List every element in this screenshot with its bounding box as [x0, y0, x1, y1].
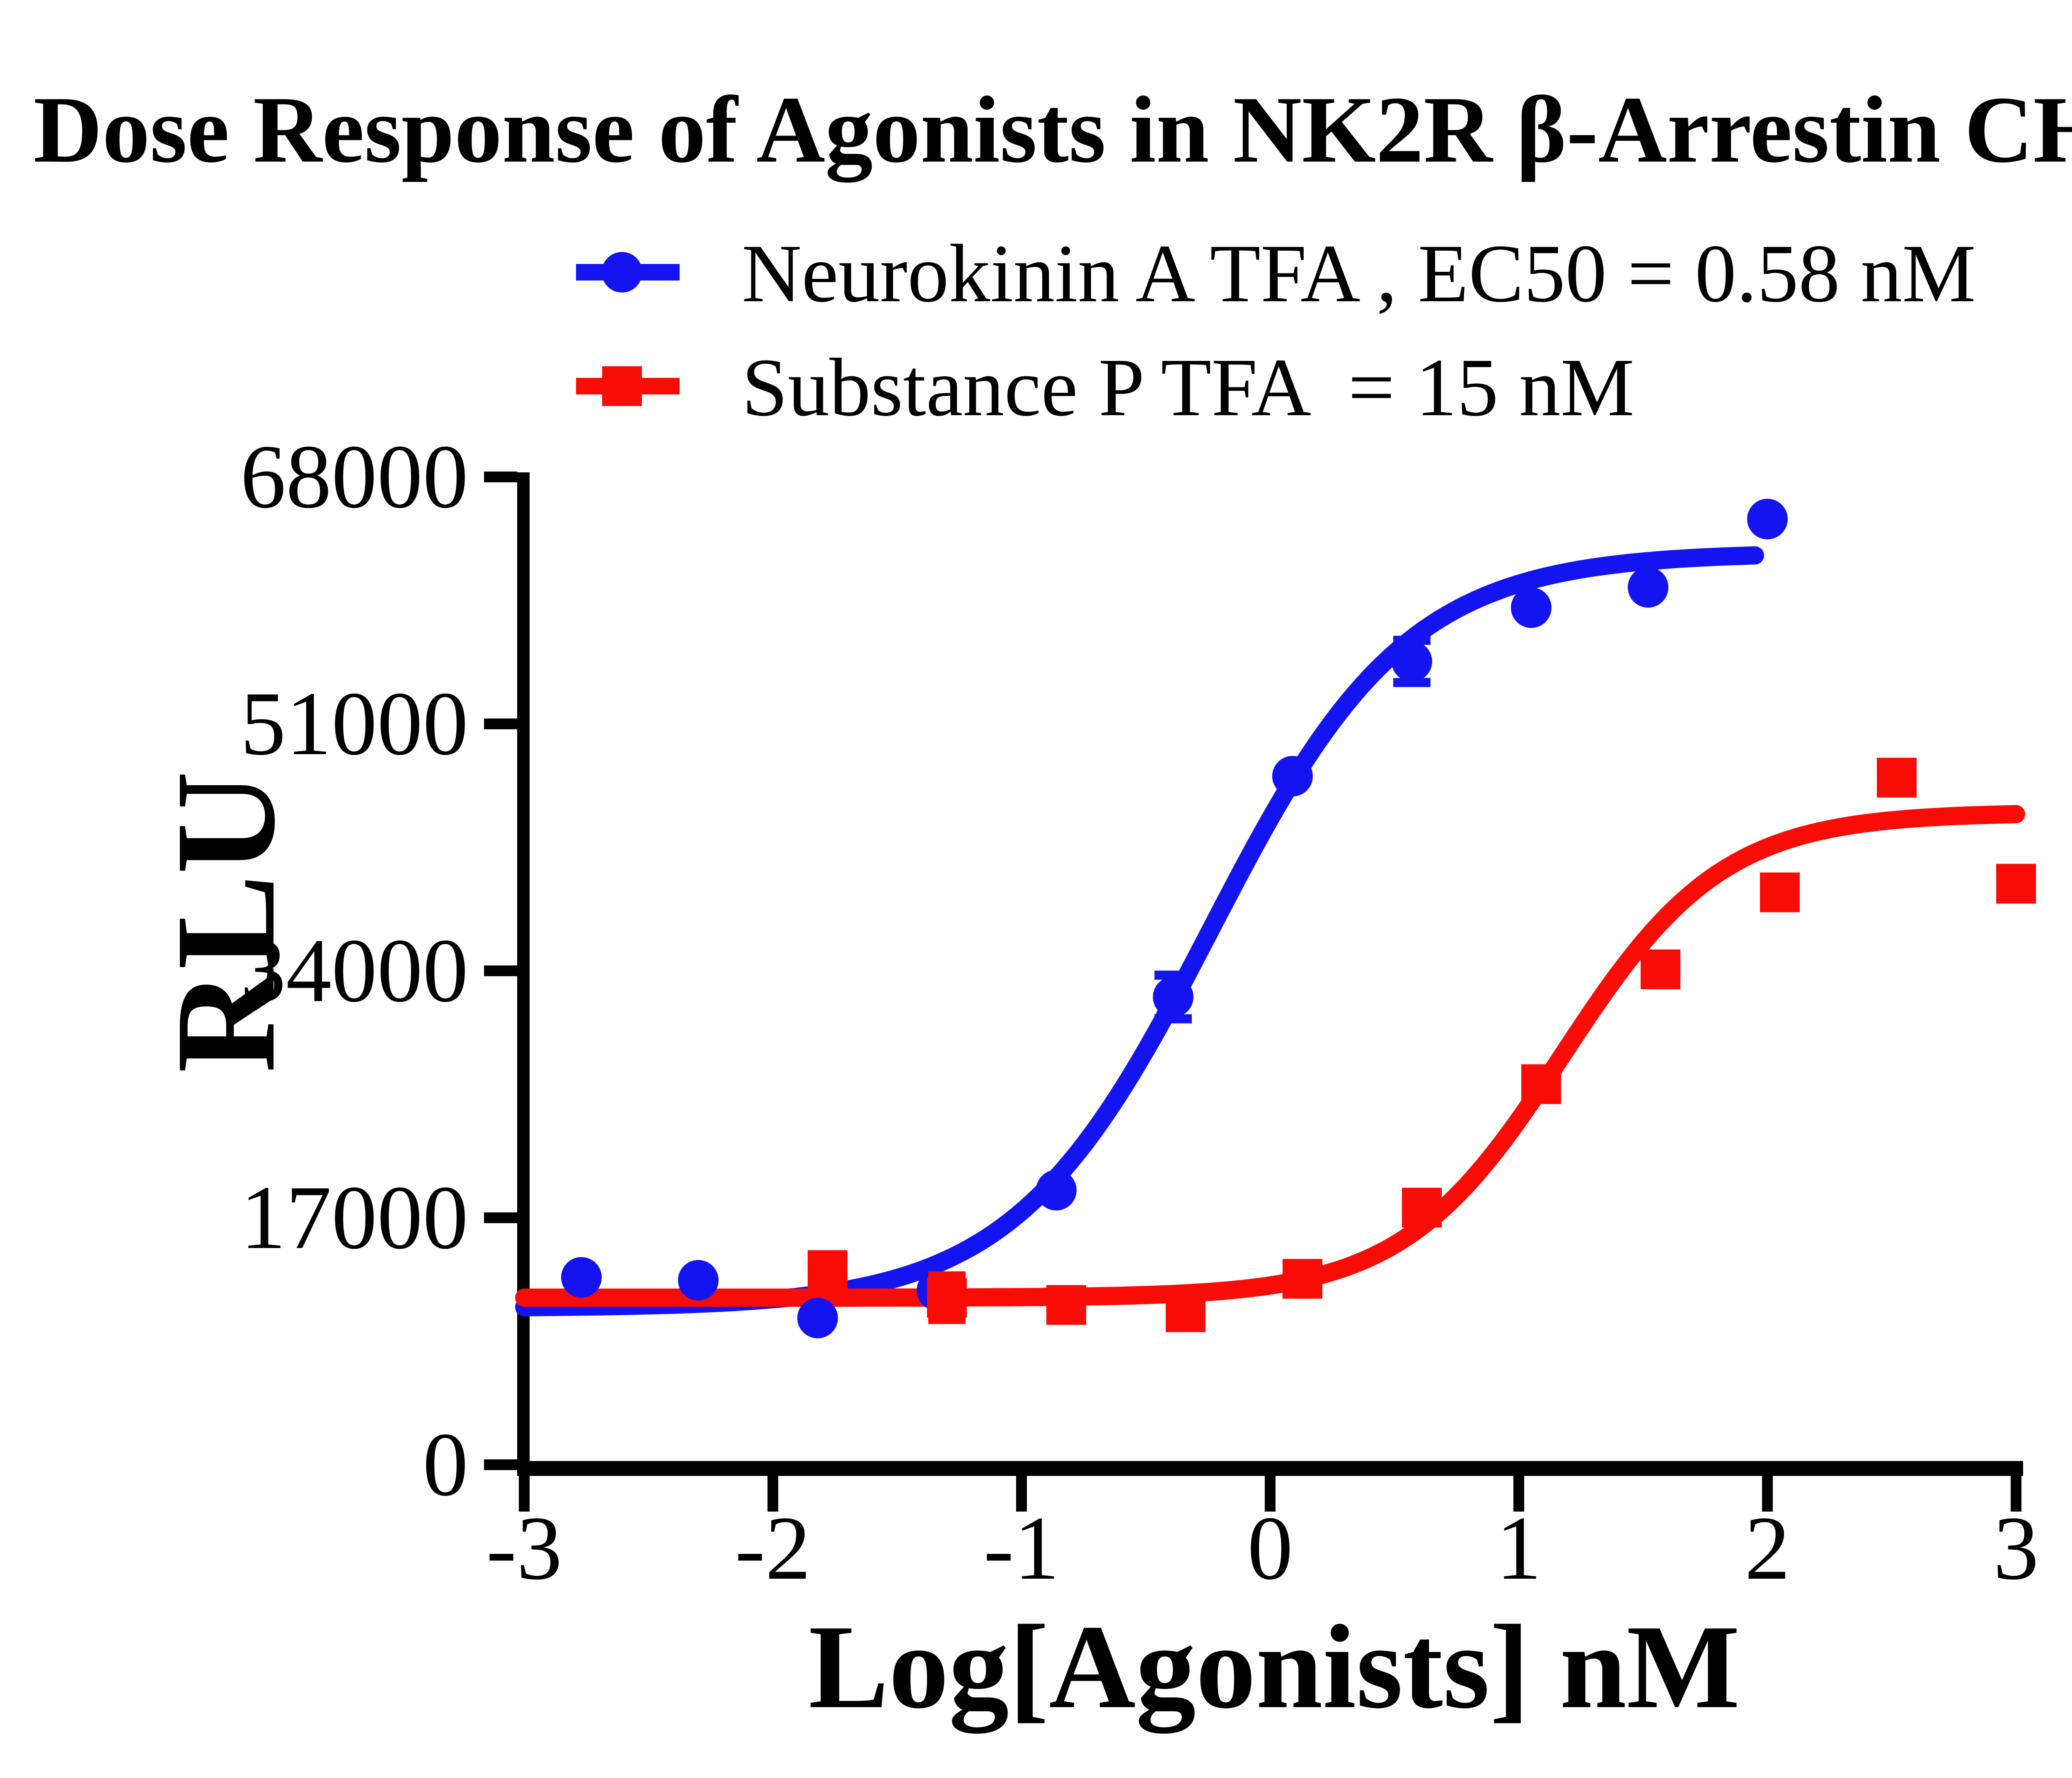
neurokinin-a-tfa-data-point	[1272, 756, 1313, 797]
substance-p-tfa-data-point	[1760, 872, 1800, 912]
substance-p-tfa-data-point	[1521, 1064, 1561, 1104]
legend-circle-marker-icon	[602, 252, 642, 293]
y-tick-label: 17000	[240, 1167, 468, 1268]
chart-title: Dose Response of Agonists in NK2R β-Arre…	[34, 77, 2072, 183]
x-tick-label: -2	[735, 1497, 811, 1599]
data-points-layer	[561, 498, 2036, 1338]
substance-p-tfa-data-point	[1166, 1292, 1205, 1332]
neurokinin-a-tfa-points	[561, 498, 1788, 1338]
neurokinin-a-tfa-data-point	[1036, 1170, 1077, 1211]
legend-item-neurokinin: Neurokinin A TFA , EC50 = 0.58 nM	[576, 228, 1976, 319]
neurokinin-a-tfa-data-point	[678, 1260, 719, 1301]
neurokinin-a-tfa-data-point	[1392, 641, 1432, 682]
y-axis-title: RLU	[146, 771, 305, 1073]
legend: Neurokinin A TFA , EC50 = 0.58 nM Substa…	[576, 228, 1976, 433]
substance-p-tfa-data-point	[1046, 1285, 1086, 1325]
neurokinin-a-tfa-data-point	[1153, 977, 1193, 1018]
y-tick-label: 34000	[240, 920, 468, 1021]
legend-label-neurokinin: Neurokinin A TFA , EC50 = 0.58 nM	[742, 228, 1976, 319]
substance-p-tfa-points	[808, 757, 2036, 1332]
x-tick-label: 3	[1993, 1497, 2039, 1599]
substance-p-tfa-data-point	[1402, 1188, 1442, 1228]
substance-p-tfa-data-point	[1641, 949, 1680, 989]
x-tick-label: 0	[1247, 1497, 1293, 1599]
neurokinin-a-tfa-fit-curve	[515, 546, 1764, 1316]
x-tick-label: -3	[486, 1497, 562, 1599]
substance-p-tfa-data-point	[1283, 1259, 1322, 1299]
axes	[484, 472, 2023, 1512]
x-tick-label: 2	[1745, 1497, 1790, 1599]
substance-p-tfa-data-point	[808, 1250, 847, 1290]
legend-label-substance-p: Substance P TFA = 15 nM	[742, 342, 1634, 433]
substance-p-tfa-data-point	[1996, 864, 2036, 904]
y-tick-label: 0	[423, 1414, 468, 1515]
legend-square-marker-icon	[602, 366, 642, 406]
substance-p-tfa-data-point	[1877, 757, 1917, 798]
neurokinin-a-tfa-data-point	[1511, 587, 1552, 628]
fit-curves-layer	[515, 546, 2025, 1316]
neurokinin-a-tfa-data-point	[1628, 567, 1668, 608]
substance-p-tfa-fit-curve	[515, 805, 2025, 1307]
neurokinin-a-tfa-data-point	[561, 1257, 602, 1298]
x-tick-labels: -3 -2 -1 0 1 2 3	[486, 1497, 2039, 1599]
y-tick-labels: 0 17000 34000 51000 68000	[240, 426, 468, 1515]
x-tick-label: 1	[1496, 1497, 1542, 1599]
substance-p-tfa-data-point	[927, 1277, 967, 1318]
neurokinin-a-tfa-data-point	[797, 1297, 838, 1338]
y-tick-label: 68000	[240, 426, 468, 527]
legend-item-substance-p: Substance P TFA = 15 nM	[576, 342, 1634, 433]
x-axis-title: Log[Agonists] nM	[808, 1600, 1740, 1735]
y-tick-label: 51000	[240, 673, 468, 774]
neurokinin-a-tfa-data-point	[1747, 498, 1788, 539]
x-tick-label: -1	[983, 1497, 1059, 1599]
